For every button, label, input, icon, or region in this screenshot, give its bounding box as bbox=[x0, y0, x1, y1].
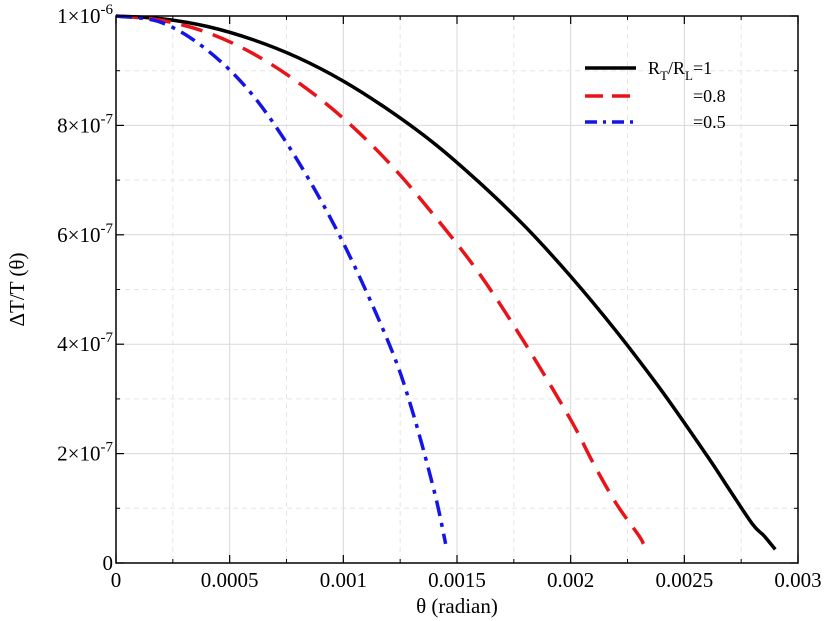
legend-label-1: RT/RL=1 bbox=[648, 58, 712, 83]
legend-label-3: =0.5 bbox=[693, 112, 726, 132]
series-line-1 bbox=[115, 14, 777, 551]
y-tick-label: 2×10-7 bbox=[57, 440, 113, 466]
x-tick-label: 0.0025 bbox=[655, 568, 713, 592]
x-tick-label: 0.001 bbox=[320, 568, 367, 592]
ticks bbox=[115, 15, 799, 564]
series-line-2 bbox=[115, 14, 645, 545]
grid bbox=[116, 16, 798, 563]
y-tick-label: 8×10-7 bbox=[57, 111, 113, 137]
x-tick-label: 0.003 bbox=[774, 568, 821, 592]
x-tick-label: 0.002 bbox=[547, 568, 594, 592]
y-tick-label: 6×10-7 bbox=[57, 221, 113, 247]
legend-label-2: =0.8 bbox=[693, 86, 726, 106]
x-tick-labels: 0 0.0005 0.001 0.0015 0.002 0.0025 0.003 bbox=[111, 568, 822, 592]
x-tick-label: 0 bbox=[111, 568, 122, 592]
series-layer bbox=[115, 14, 777, 551]
y-tick-label: 0 bbox=[103, 551, 114, 575]
y-tick-labels: 0 2×10-7 4×10-7 6×10-7 8×10-7 1×10-6 bbox=[57, 2, 113, 575]
x-tick-label: 0.0015 bbox=[428, 568, 486, 592]
y-tick-label: 1×10-6 bbox=[57, 2, 113, 28]
legend: RT/RL=1 =0.8 =0.5 bbox=[585, 58, 726, 132]
y-axis-title: ΔT/T (θ) bbox=[5, 253, 29, 327]
y-tick-label: 4×10-7 bbox=[57, 330, 113, 356]
x-axis-title: θ (radian) bbox=[416, 594, 498, 618]
series-line-3 bbox=[115, 14, 448, 545]
x-tick-label: 0.0005 bbox=[201, 568, 259, 592]
